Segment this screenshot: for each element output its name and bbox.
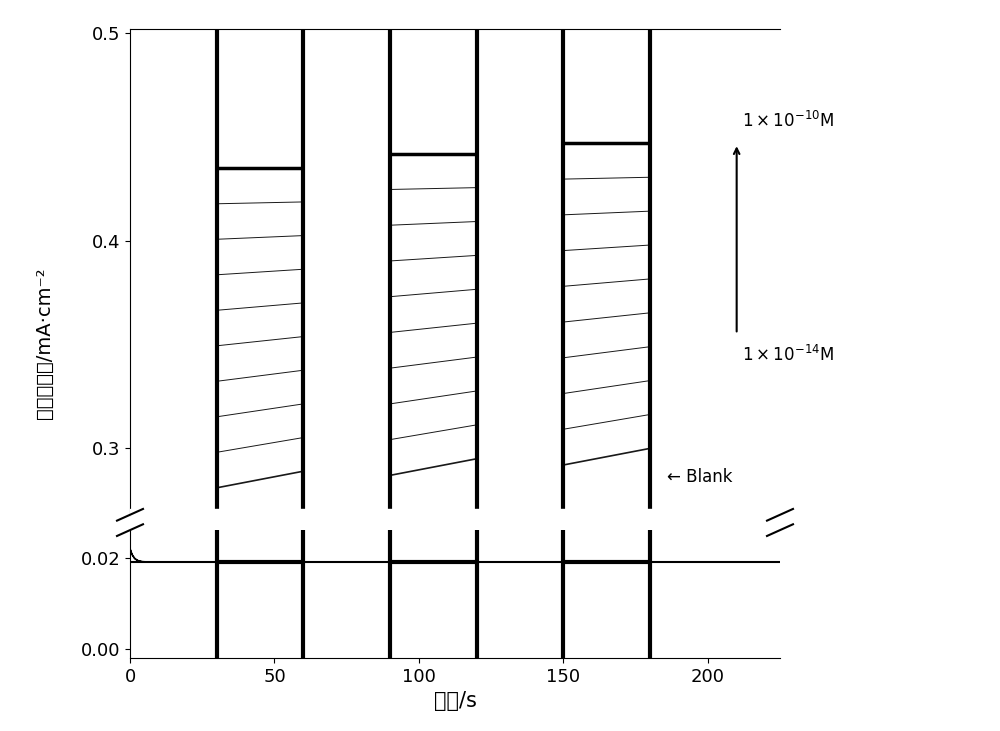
Text: 光电流密度/mA·cm⁻²: 光电流密度/mA·cm⁻² bbox=[35, 268, 54, 420]
Text: $1\times10^{-14}$M: $1\times10^{-14}$M bbox=[742, 344, 835, 365]
Text: ← Blank: ← Blank bbox=[667, 469, 733, 486]
Text: $1\times10^{-10}$M: $1\times10^{-10}$M bbox=[742, 111, 835, 131]
X-axis label: 时间/s: 时间/s bbox=[434, 692, 476, 711]
